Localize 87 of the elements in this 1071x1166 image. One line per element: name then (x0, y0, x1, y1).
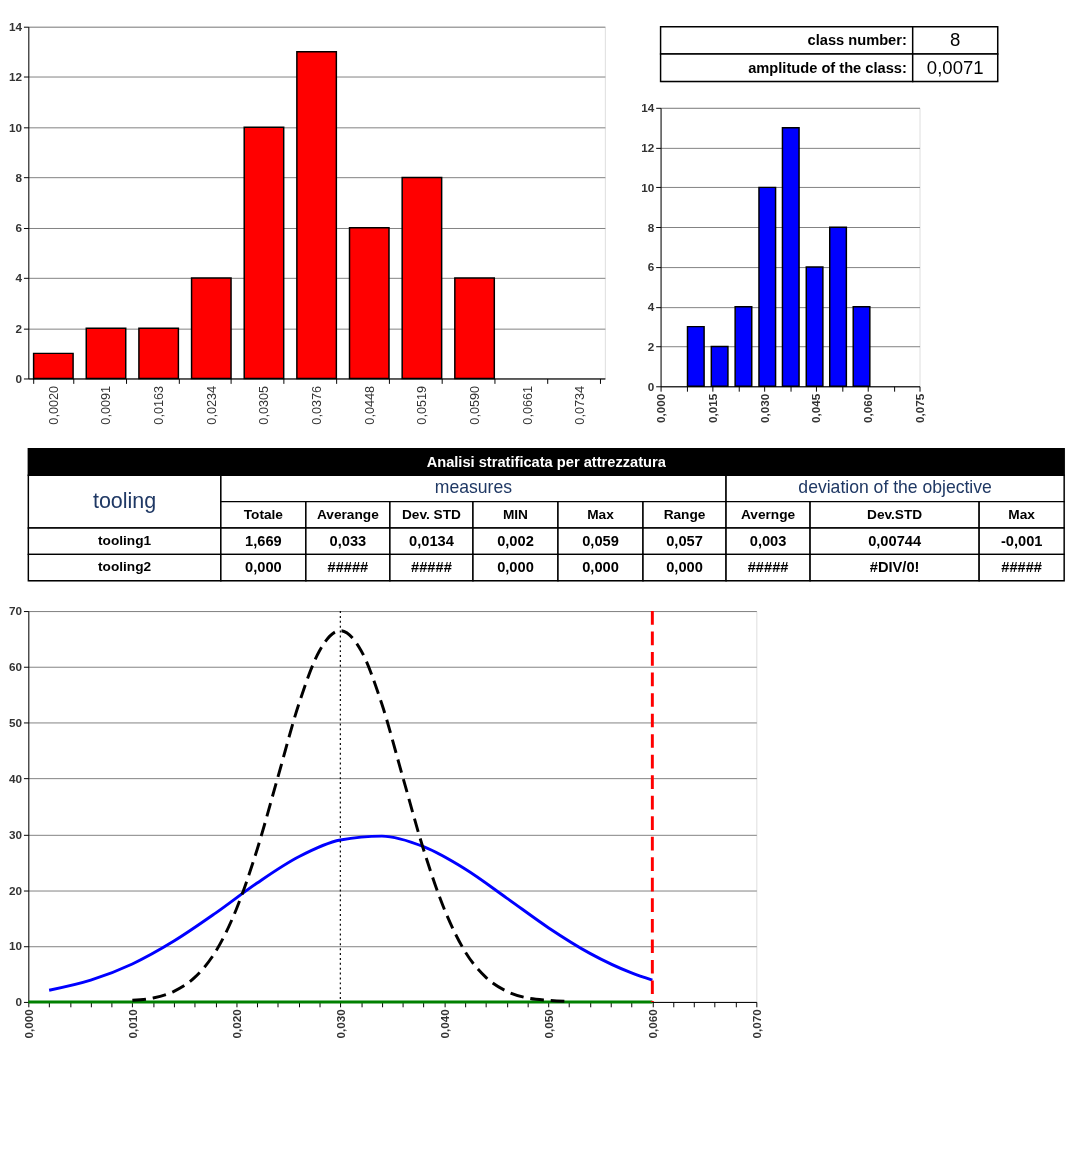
y-tick-label: 8 (15, 170, 23, 184)
y-tick-label: 10 (8, 939, 23, 953)
x-tick-label: 0,0448 (362, 385, 377, 425)
x-tick-label: 0,0020 (46, 385, 61, 425)
x-tick-label: 0,040 (437, 1008, 451, 1039)
text: tooling1 (98, 533, 152, 549)
text: Max (587, 506, 615, 522)
x-tick-label: 0,0376 (310, 385, 325, 425)
x-tick-label: 0,0234 (204, 385, 219, 425)
x-tick-label: 0,020 (229, 1008, 243, 1039)
y-tick-label: 0 (15, 371, 23, 385)
x-tick-label: 0,060 (645, 1008, 659, 1039)
x-tick-label: 0,0590 (467, 385, 482, 425)
text: measures (434, 477, 513, 498)
y-tick-label: 10 (641, 180, 655, 194)
text: 0,057 (666, 533, 703, 550)
y-tick-label: 30 (8, 827, 23, 841)
y-tick-label: 50 (8, 716, 23, 730)
text: Totale (243, 506, 284, 522)
text: -0,001 (1000, 533, 1043, 550)
text: 0,000 (245, 559, 282, 576)
x-tick-label: 0,030 (757, 393, 771, 423)
text: amplitude of the class: (748, 59, 907, 76)
text: 1,669 (245, 533, 282, 550)
x-tick-label: 0,0091 (99, 385, 114, 425)
text: Range (663, 506, 706, 522)
text: 0,0134 (409, 533, 455, 550)
x-tick-label: 0,075 (912, 393, 926, 423)
y-tick-label: 4 (15, 271, 23, 285)
y-tick-label: 14 (641, 101, 655, 115)
text: Dev. STD (401, 506, 462, 522)
x-tick-label: 0,0661 (520, 385, 535, 425)
text: Dev.STD (867, 506, 923, 522)
x-tick-label: 0,010 (125, 1008, 139, 1039)
text: class number: (807, 32, 907, 49)
x-tick-label: 0,015 (705, 393, 719, 423)
y-tick-label: 6 (15, 221, 23, 235)
text: 0,003 (749, 533, 787, 550)
y-tick-label: 40 (8, 771, 23, 785)
text: 0,002 (497, 533, 534, 550)
y-tick-label: 70 (8, 604, 23, 618)
y-tick-label: 14 (8, 20, 23, 34)
text: 0,000 (497, 559, 534, 576)
y-tick-label: 60 (8, 660, 23, 674)
text: ##### (327, 559, 369, 576)
y-tick-label: 8 (647, 220, 655, 234)
y-tick-label: 2 (647, 339, 655, 353)
text: 0,059 (582, 533, 619, 550)
text: 8 (950, 29, 961, 51)
text: Avernge (740, 506, 796, 522)
text: 0,0071 (926, 56, 984, 78)
x-tick-label: 0,0519 (415, 385, 430, 425)
text: Max (1008, 506, 1036, 522)
y-tick-label: 12 (641, 140, 655, 154)
y-tick-label: 20 (8, 883, 23, 897)
text: 0,033 (329, 533, 367, 550)
text: ##### (1001, 559, 1043, 576)
y-tick-label: 2 (15, 321, 23, 335)
text: tooling (92, 489, 157, 514)
y-tick-label: 0 (647, 379, 655, 393)
y-tick-label: 12 (8, 70, 23, 84)
x-tick-label: 0,030 (333, 1008, 347, 1039)
text: 0,000 (582, 559, 619, 576)
x-tick-label: 0,0163 (152, 385, 167, 425)
y-tick-label: 4 (647, 300, 655, 314)
x-tick-label: 0,050 (541, 1008, 555, 1039)
x-tick-label: 0,0305 (257, 385, 272, 425)
x-tick-label: 0,070 (749, 1008, 763, 1039)
text: 0,00744 (868, 533, 922, 550)
text: Averange (316, 506, 380, 522)
x-tick-label: 0,000 (21, 1008, 35, 1039)
line-series (47, 834, 654, 992)
text: deviation of the objective (798, 477, 992, 498)
y-tick-label: 10 (8, 120, 23, 134)
text: 0,000 (666, 559, 703, 576)
text: ##### (747, 559, 789, 576)
x-tick-label: 0,000 (653, 393, 667, 423)
y-tick-label: 0 (15, 995, 23, 1009)
text: tooling2 (98, 559, 152, 575)
x-tick-label: 0,0734 (573, 385, 588, 425)
text: Analisi stratificata per attrezzatura (426, 453, 667, 470)
x-tick-label: 0,045 (809, 393, 823, 423)
x-tick-label: 0,060 (861, 393, 875, 423)
y-tick-label: 6 (647, 260, 655, 274)
text: ##### (411, 559, 452, 576)
text: #DIV/0! (869, 559, 920, 576)
text: MIN (502, 506, 528, 522)
